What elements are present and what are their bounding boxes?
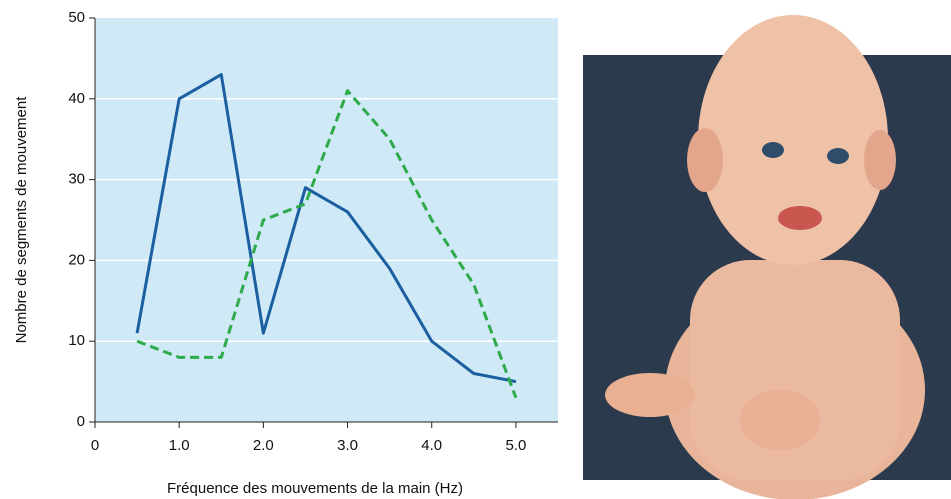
page: Fréquence des mouvements de la main (Hz)…: [0, 0, 951, 499]
y-tick-label: 40: [68, 90, 85, 107]
photo: [583, 15, 951, 499]
x-tick-label: 3.0: [337, 437, 358, 454]
y-tick-label: 30: [68, 171, 85, 188]
y-tick-label: 50: [68, 9, 85, 26]
y-tick-label: 10: [68, 332, 85, 349]
x-axis-label: Fréquence des mouvements de la main (Hz): [167, 480, 463, 497]
x-tick-label: 0: [91, 437, 99, 454]
y-tick-label: 0: [77, 413, 85, 430]
y-axis-label: Nombre de segments de mouvement: [13, 96, 30, 344]
x-tick-label: 2.0: [253, 437, 274, 454]
x-tick-label: 4.0: [421, 437, 442, 454]
y-tick-label: 20: [68, 251, 85, 268]
x-tick-label: 5.0: [505, 437, 526, 454]
plot-area: [95, 18, 558, 422]
x-tick-label: 1.0: [169, 437, 190, 454]
